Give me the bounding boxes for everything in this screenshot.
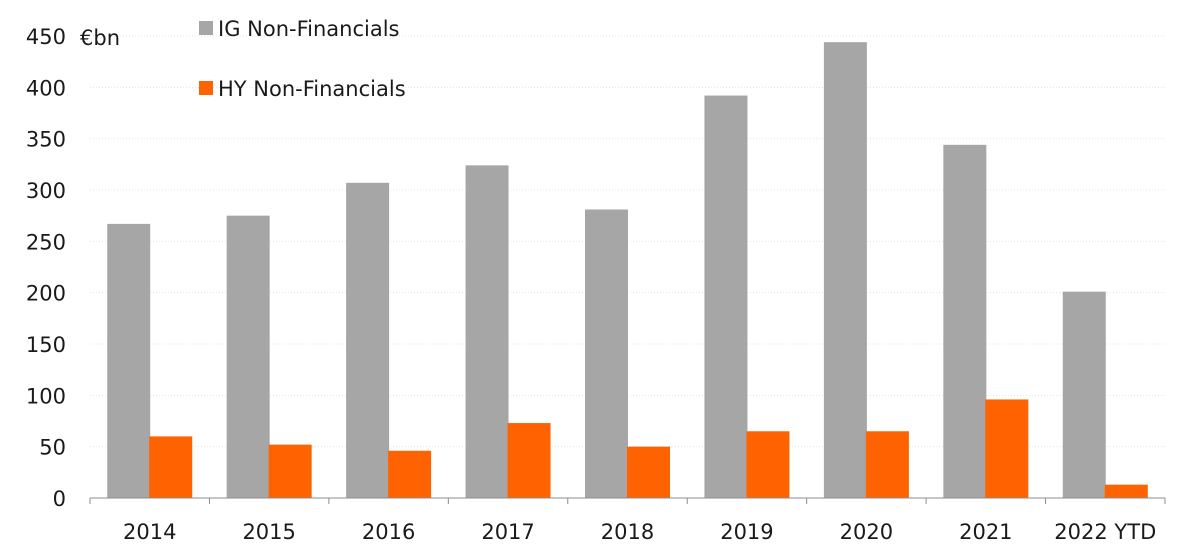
bars — [107, 42, 1148, 499]
y-tick-label: 200 — [26, 282, 66, 306]
x-tick-label: 2017 — [481, 520, 534, 544]
x-tick-label: 2020 — [840, 520, 893, 544]
x-tick-label: 2019 — [720, 520, 773, 544]
bar-hy-2019 — [746, 431, 790, 498]
x-tick-label: 2015 — [242, 520, 295, 544]
legend-swatch-hy — [199, 81, 213, 95]
legend: IG Non-Financials HY Non-Financials — [199, 17, 406, 101]
x-axis-ticks: 2014 2015 2016 2017 2018 2019 2020 2021 2022 YTD — [89, 498, 1166, 544]
bar-hy-2014 — [149, 436, 193, 498]
x-tick-label: 2018 — [601, 520, 654, 544]
bar-hy-2015 — [268, 444, 312, 498]
bar-ig-2021 — [943, 144, 987, 498]
y-tick-label: 50 — [39, 436, 66, 460]
y-tick-label: 250 — [26, 230, 66, 254]
bar-ig-2017 — [465, 165, 509, 499]
y-axis-ticks: 0 50 100 150 200 250 300 350 400 450 — [26, 25, 66, 511]
y-tick-label: 400 — [26, 76, 66, 100]
bar-ig-2015 — [226, 215, 270, 498]
bar-ig-2020 — [823, 42, 867, 498]
y-tick-label: 100 — [26, 384, 66, 408]
bar-ig-2014 — [107, 223, 151, 498]
bar-hy-2018 — [627, 446, 670, 498]
bar-hy-2021 — [985, 399, 1029, 498]
bar-hy-2016 — [388, 450, 432, 498]
bar-ig-2016 — [346, 182, 390, 498]
bar-ig-2022-ytd — [1062, 291, 1106, 498]
x-tick-label: 2016 — [362, 520, 415, 544]
x-tick-label: 2014 — [123, 520, 176, 544]
legend-label-ig: IG Non-Financials — [218, 17, 399, 41]
y-tick-label: 350 — [26, 128, 66, 152]
bar-ig-2018 — [585, 209, 628, 499]
y-tick-label: 150 — [26, 333, 66, 357]
bar-ig-2019 — [704, 95, 748, 499]
legend-label-hy: HY Non-Financials — [218, 77, 406, 101]
x-tick-label: 2022 YTD — [1054, 520, 1156, 544]
y-tick-label: 0 — [53, 487, 66, 511]
bar-hy-2022-ytd — [1104, 484, 1148, 498]
y-axis-unit-label: €bn — [80, 26, 120, 50]
legend-swatch-ig — [199, 21, 213, 35]
y-tick-label: 450 — [26, 25, 66, 49]
x-tick-label: 2021 — [959, 520, 1012, 544]
bar-hy-2017 — [507, 423, 551, 498]
y-tick-label: 300 — [26, 179, 66, 203]
bar-hy-2020 — [865, 431, 909, 498]
